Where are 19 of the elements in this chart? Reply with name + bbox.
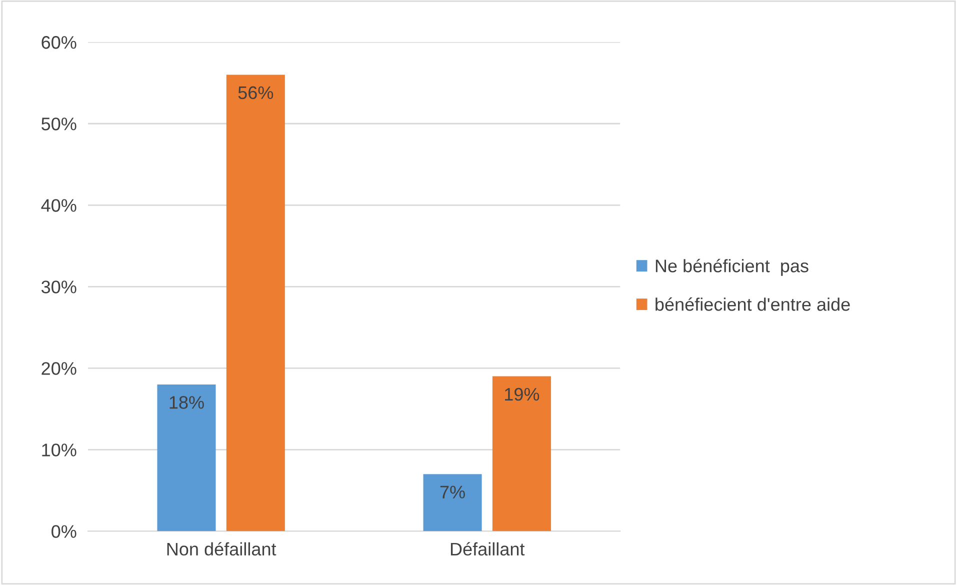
legend-label: bénéfiecient d'entre aide [656,297,850,311]
bar [157,384,216,532]
data-label: 19% [505,388,540,401]
data-label: 18% [170,396,204,409]
data-label: 7% [440,486,465,498]
bar [226,74,285,532]
y-tick-label: 20% [42,362,76,375]
data-label: 56% [238,86,274,100]
y-tick-label: 0% [52,525,76,538]
x-tick-label: Défaillant [450,542,525,556]
y-tick-label: 60% [42,36,76,49]
y-tick-label: 30% [41,280,76,294]
y-tick-label: 50% [42,118,76,130]
y-tick-label: 10% [42,444,76,456]
x-tick-label: Non défaillant [167,542,276,556]
y-tick-label: 40% [41,199,76,212]
legend-label: Ne bénéficient pas [656,258,808,276]
bar [423,474,482,532]
bar [492,376,551,532]
